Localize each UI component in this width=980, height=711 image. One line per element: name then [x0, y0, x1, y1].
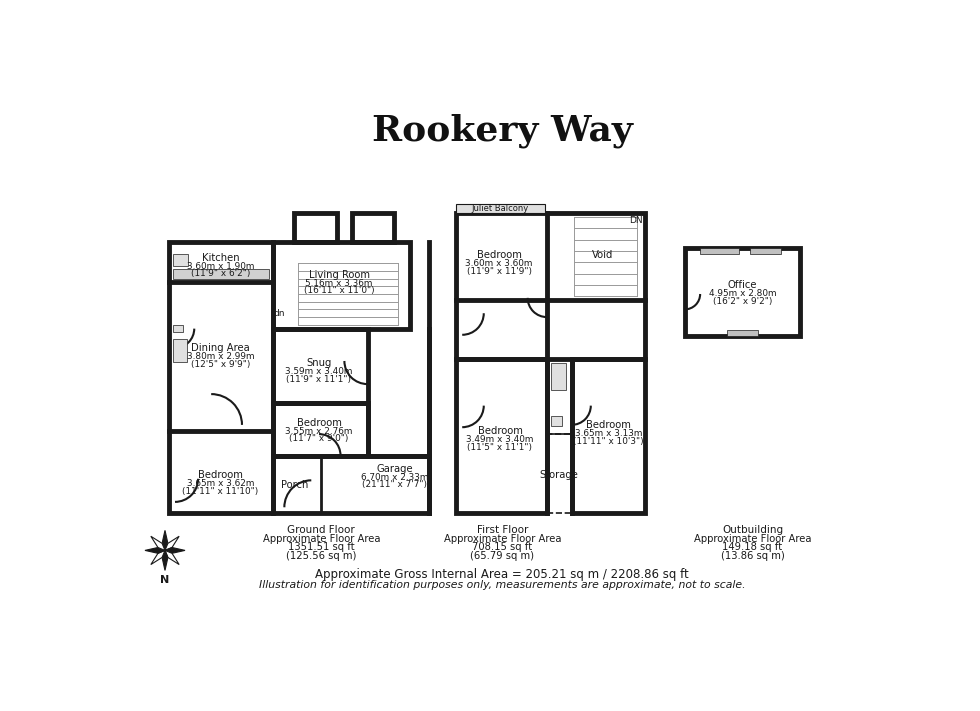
Bar [172, 269, 269, 279]
Text: (11'9" x 11'9"): (11'9" x 11'9") [466, 267, 532, 276]
Bar [685, 248, 801, 336]
Text: 4.95m x 2.80m: 4.95m x 2.80m [709, 289, 776, 298]
Polygon shape [165, 550, 179, 565]
Text: DN: DN [628, 216, 642, 225]
Text: (21'11" x 7'7"): (21'11" x 7'7") [362, 481, 427, 489]
Text: Bedroom: Bedroom [476, 250, 521, 260]
Text: (11'5" x 11'1"): (11'5" x 11'1") [467, 443, 532, 451]
Bar [272, 403, 368, 456]
Text: First Floor: First Floor [476, 525, 528, 535]
Bar [169, 242, 272, 513]
Text: Rookery Way: Rookery Way [371, 113, 633, 148]
Text: (11'9" x 11'1"): (11'9" x 11'1") [286, 375, 352, 384]
Text: 5.16m x 3.36m: 5.16m x 3.36m [305, 279, 372, 288]
Text: Outbuilding: Outbuilding [722, 525, 783, 535]
Text: (13.86 sq m): (13.86 sq m) [720, 551, 784, 561]
Text: (16'2" x 9'2"): (16'2" x 9'2") [712, 297, 772, 306]
Text: 3.80m x 2.99m: 3.80m x 2.99m [186, 352, 254, 361]
Bar [456, 204, 545, 213]
Text: Illustration for identification purposes only, measurements are approximate, not: Illustration for identification purposes… [259, 580, 746, 590]
Text: 6.70m x 2.33m: 6.70m x 2.33m [361, 473, 428, 482]
Text: Snug: Snug [307, 358, 331, 368]
Text: Storage: Storage [539, 470, 578, 480]
Bar [294, 213, 337, 242]
Text: (11'7" x 9'0"): (11'7" x 9'0") [289, 434, 349, 443]
Text: (12'5" x 9'9"): (12'5" x 9'9") [191, 360, 250, 368]
Polygon shape [151, 536, 165, 550]
Bar [551, 363, 566, 390]
Text: (65.79 sq m): (65.79 sq m) [470, 551, 534, 561]
Polygon shape [165, 536, 179, 550]
Text: Bedroom: Bedroom [297, 417, 341, 427]
Polygon shape [145, 547, 165, 553]
Text: Void: Void [592, 250, 613, 260]
Bar [456, 213, 645, 360]
Bar [727, 330, 758, 336]
Bar [547, 434, 571, 513]
Bar [272, 456, 321, 513]
Bar [272, 456, 429, 513]
Bar [272, 328, 368, 403]
Bar [571, 360, 645, 513]
Text: Office: Office [728, 279, 758, 290]
Text: Kitchen: Kitchen [202, 253, 239, 263]
Bar [551, 416, 562, 427]
Bar [172, 338, 186, 362]
Text: Approximate Floor Area: Approximate Floor Area [444, 534, 561, 544]
Text: 708.15 sq ft: 708.15 sq ft [472, 542, 532, 552]
Text: Garage: Garage [376, 464, 413, 474]
Text: 1351.51 sq ft: 1351.51 sq ft [288, 542, 355, 552]
Text: (11'11" x 11'10"): (11'11" x 11'10") [182, 486, 259, 496]
Polygon shape [162, 530, 168, 550]
Polygon shape [151, 550, 165, 565]
Text: Bedroom: Bedroom [198, 470, 243, 480]
Text: 3.59m x 3.40m: 3.59m x 3.40m [285, 368, 353, 376]
Text: 3.55m x 2.76m: 3.55m x 2.76m [285, 427, 353, 436]
Text: Approximate Gross Internal Area = 205.21 sq m / 2208.86 sq ft: Approximate Gross Internal Area = 205.21… [316, 568, 689, 581]
Bar [352, 213, 395, 242]
Text: 3.60m x 1.90m: 3.60m x 1.90m [186, 262, 254, 271]
Text: Juliet Balcony: Juliet Balcony [471, 204, 528, 213]
Text: dn: dn [273, 309, 285, 318]
Text: N: N [161, 575, 170, 585]
Polygon shape [165, 547, 185, 553]
Text: 149.18 sq ft: 149.18 sq ft [722, 542, 783, 552]
Text: Living Room: Living Room [309, 269, 369, 279]
Text: Approximate Floor Area: Approximate Floor Area [694, 534, 811, 544]
Text: 3.65m x 3.13m: 3.65m x 3.13m [574, 429, 642, 438]
Text: 3.65m x 3.62m: 3.65m x 3.62m [186, 479, 254, 488]
Text: Dining Area: Dining Area [191, 343, 250, 353]
Polygon shape [162, 550, 168, 570]
Text: (16'11" x 11'0"): (16'11" x 11'0") [304, 287, 374, 295]
Bar [172, 254, 188, 265]
Text: Bedroom: Bedroom [586, 420, 631, 430]
Bar [700, 248, 739, 254]
Text: 3.49m x 3.40m: 3.49m x 3.40m [466, 435, 534, 444]
Text: Ground Floor: Ground Floor [287, 525, 355, 535]
Bar [172, 325, 183, 333]
Text: Approximate Floor Area: Approximate Floor Area [263, 534, 380, 544]
Bar [751, 248, 781, 254]
Text: (11'11" x 10'3"): (11'11" x 10'3") [573, 437, 644, 446]
Text: 3.60m x 3.60m: 3.60m x 3.60m [466, 260, 533, 269]
Text: (125.56 sq m): (125.56 sq m) [286, 551, 357, 561]
Bar [456, 360, 547, 513]
Bar [272, 242, 410, 328]
Text: Bedroom: Bedroom [477, 426, 522, 436]
Text: Porch: Porch [281, 480, 309, 490]
Text: (11'9" x 6'2"): (11'9" x 6'2") [191, 269, 250, 279]
